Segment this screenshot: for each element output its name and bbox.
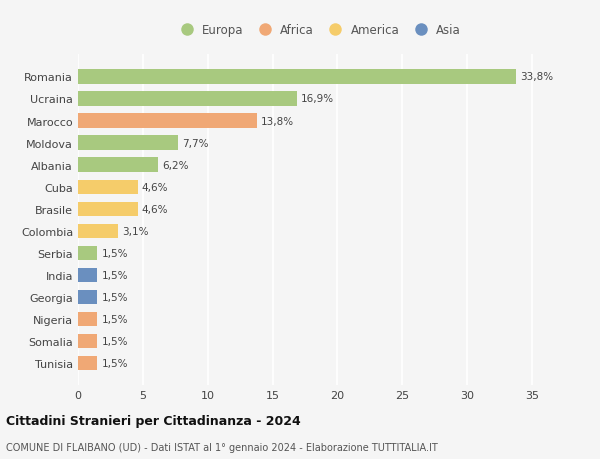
Text: 1,5%: 1,5% xyxy=(101,358,128,369)
Text: COMUNE DI FLAIBANO (UD) - Dati ISTAT al 1° gennaio 2024 - Elaborazione TUTTITALI: COMUNE DI FLAIBANO (UD) - Dati ISTAT al … xyxy=(6,442,438,452)
Bar xyxy=(78,356,97,370)
Text: 13,8%: 13,8% xyxy=(261,116,294,126)
Text: 1,5%: 1,5% xyxy=(101,248,128,258)
Text: 1,5%: 1,5% xyxy=(101,270,128,280)
Text: 3,1%: 3,1% xyxy=(122,226,149,236)
Bar xyxy=(78,180,137,195)
Text: 33,8%: 33,8% xyxy=(520,72,554,82)
Bar xyxy=(78,268,97,282)
Bar xyxy=(78,312,97,326)
Bar xyxy=(78,136,178,151)
Text: Cittadini Stranieri per Cittadinanza - 2024: Cittadini Stranieri per Cittadinanza - 2… xyxy=(6,414,301,428)
Legend: Europa, Africa, America, Asia: Europa, Africa, America, Asia xyxy=(173,21,463,39)
Bar xyxy=(78,158,158,173)
Bar xyxy=(78,290,97,304)
Text: 16,9%: 16,9% xyxy=(301,94,334,104)
Bar xyxy=(78,70,517,84)
Text: 1,5%: 1,5% xyxy=(101,336,128,347)
Bar xyxy=(78,92,297,106)
Text: 4,6%: 4,6% xyxy=(142,204,168,214)
Text: 4,6%: 4,6% xyxy=(142,182,168,192)
Text: 1,5%: 1,5% xyxy=(101,314,128,325)
Bar xyxy=(78,246,97,261)
Bar xyxy=(78,114,257,129)
Bar xyxy=(78,224,118,239)
Text: 1,5%: 1,5% xyxy=(101,292,128,302)
Bar xyxy=(78,334,97,348)
Text: 7,7%: 7,7% xyxy=(182,138,208,148)
Text: 6,2%: 6,2% xyxy=(163,160,189,170)
Bar xyxy=(78,202,137,217)
